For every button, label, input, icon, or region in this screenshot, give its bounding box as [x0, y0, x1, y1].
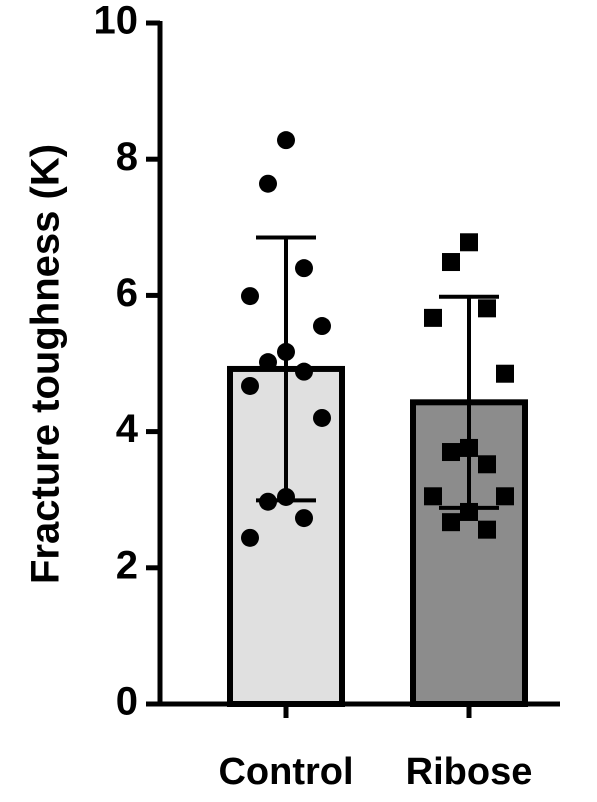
y-tick-label: 4: [116, 407, 139, 451]
y-tick-label: 2: [116, 543, 138, 587]
data-point: [259, 353, 277, 372]
data-point: [424, 487, 442, 506]
y-axis-label: Fracture toughness (K): [24, 144, 68, 584]
data-point: [313, 408, 331, 427]
error-bar: [256, 235, 316, 503]
y-tick-label: 6: [116, 271, 138, 315]
x-tick-label: Control: [218, 751, 353, 793]
data-point: [478, 299, 496, 318]
data-point: [241, 287, 259, 306]
data-point: [496, 364, 514, 383]
data-point: [241, 528, 259, 547]
data-point: [496, 487, 514, 506]
data-point: [460, 233, 478, 252]
data-point: [424, 308, 442, 327]
data-point: [277, 131, 295, 150]
data-point: [295, 509, 313, 528]
error-bar: [439, 294, 499, 510]
x-tick-label: Ribose: [406, 751, 533, 793]
data-point: [259, 174, 277, 193]
data-point: [313, 317, 331, 336]
data-point: [478, 455, 496, 474]
data-point: [442, 253, 460, 272]
y-tick-label: 10: [94, 0, 139, 43]
y-tick-label: 8: [116, 135, 138, 179]
data-point: [442, 443, 460, 462]
data-point: [478, 520, 496, 539]
data-point: [241, 376, 259, 395]
y-tick-label: 0: [116, 680, 138, 724]
data-point: [295, 259, 313, 278]
data-point: [442, 513, 460, 532]
data-point: [295, 362, 313, 381]
